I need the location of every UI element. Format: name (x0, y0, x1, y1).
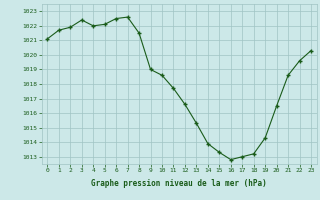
X-axis label: Graphe pression niveau de la mer (hPa): Graphe pression niveau de la mer (hPa) (91, 179, 267, 188)
